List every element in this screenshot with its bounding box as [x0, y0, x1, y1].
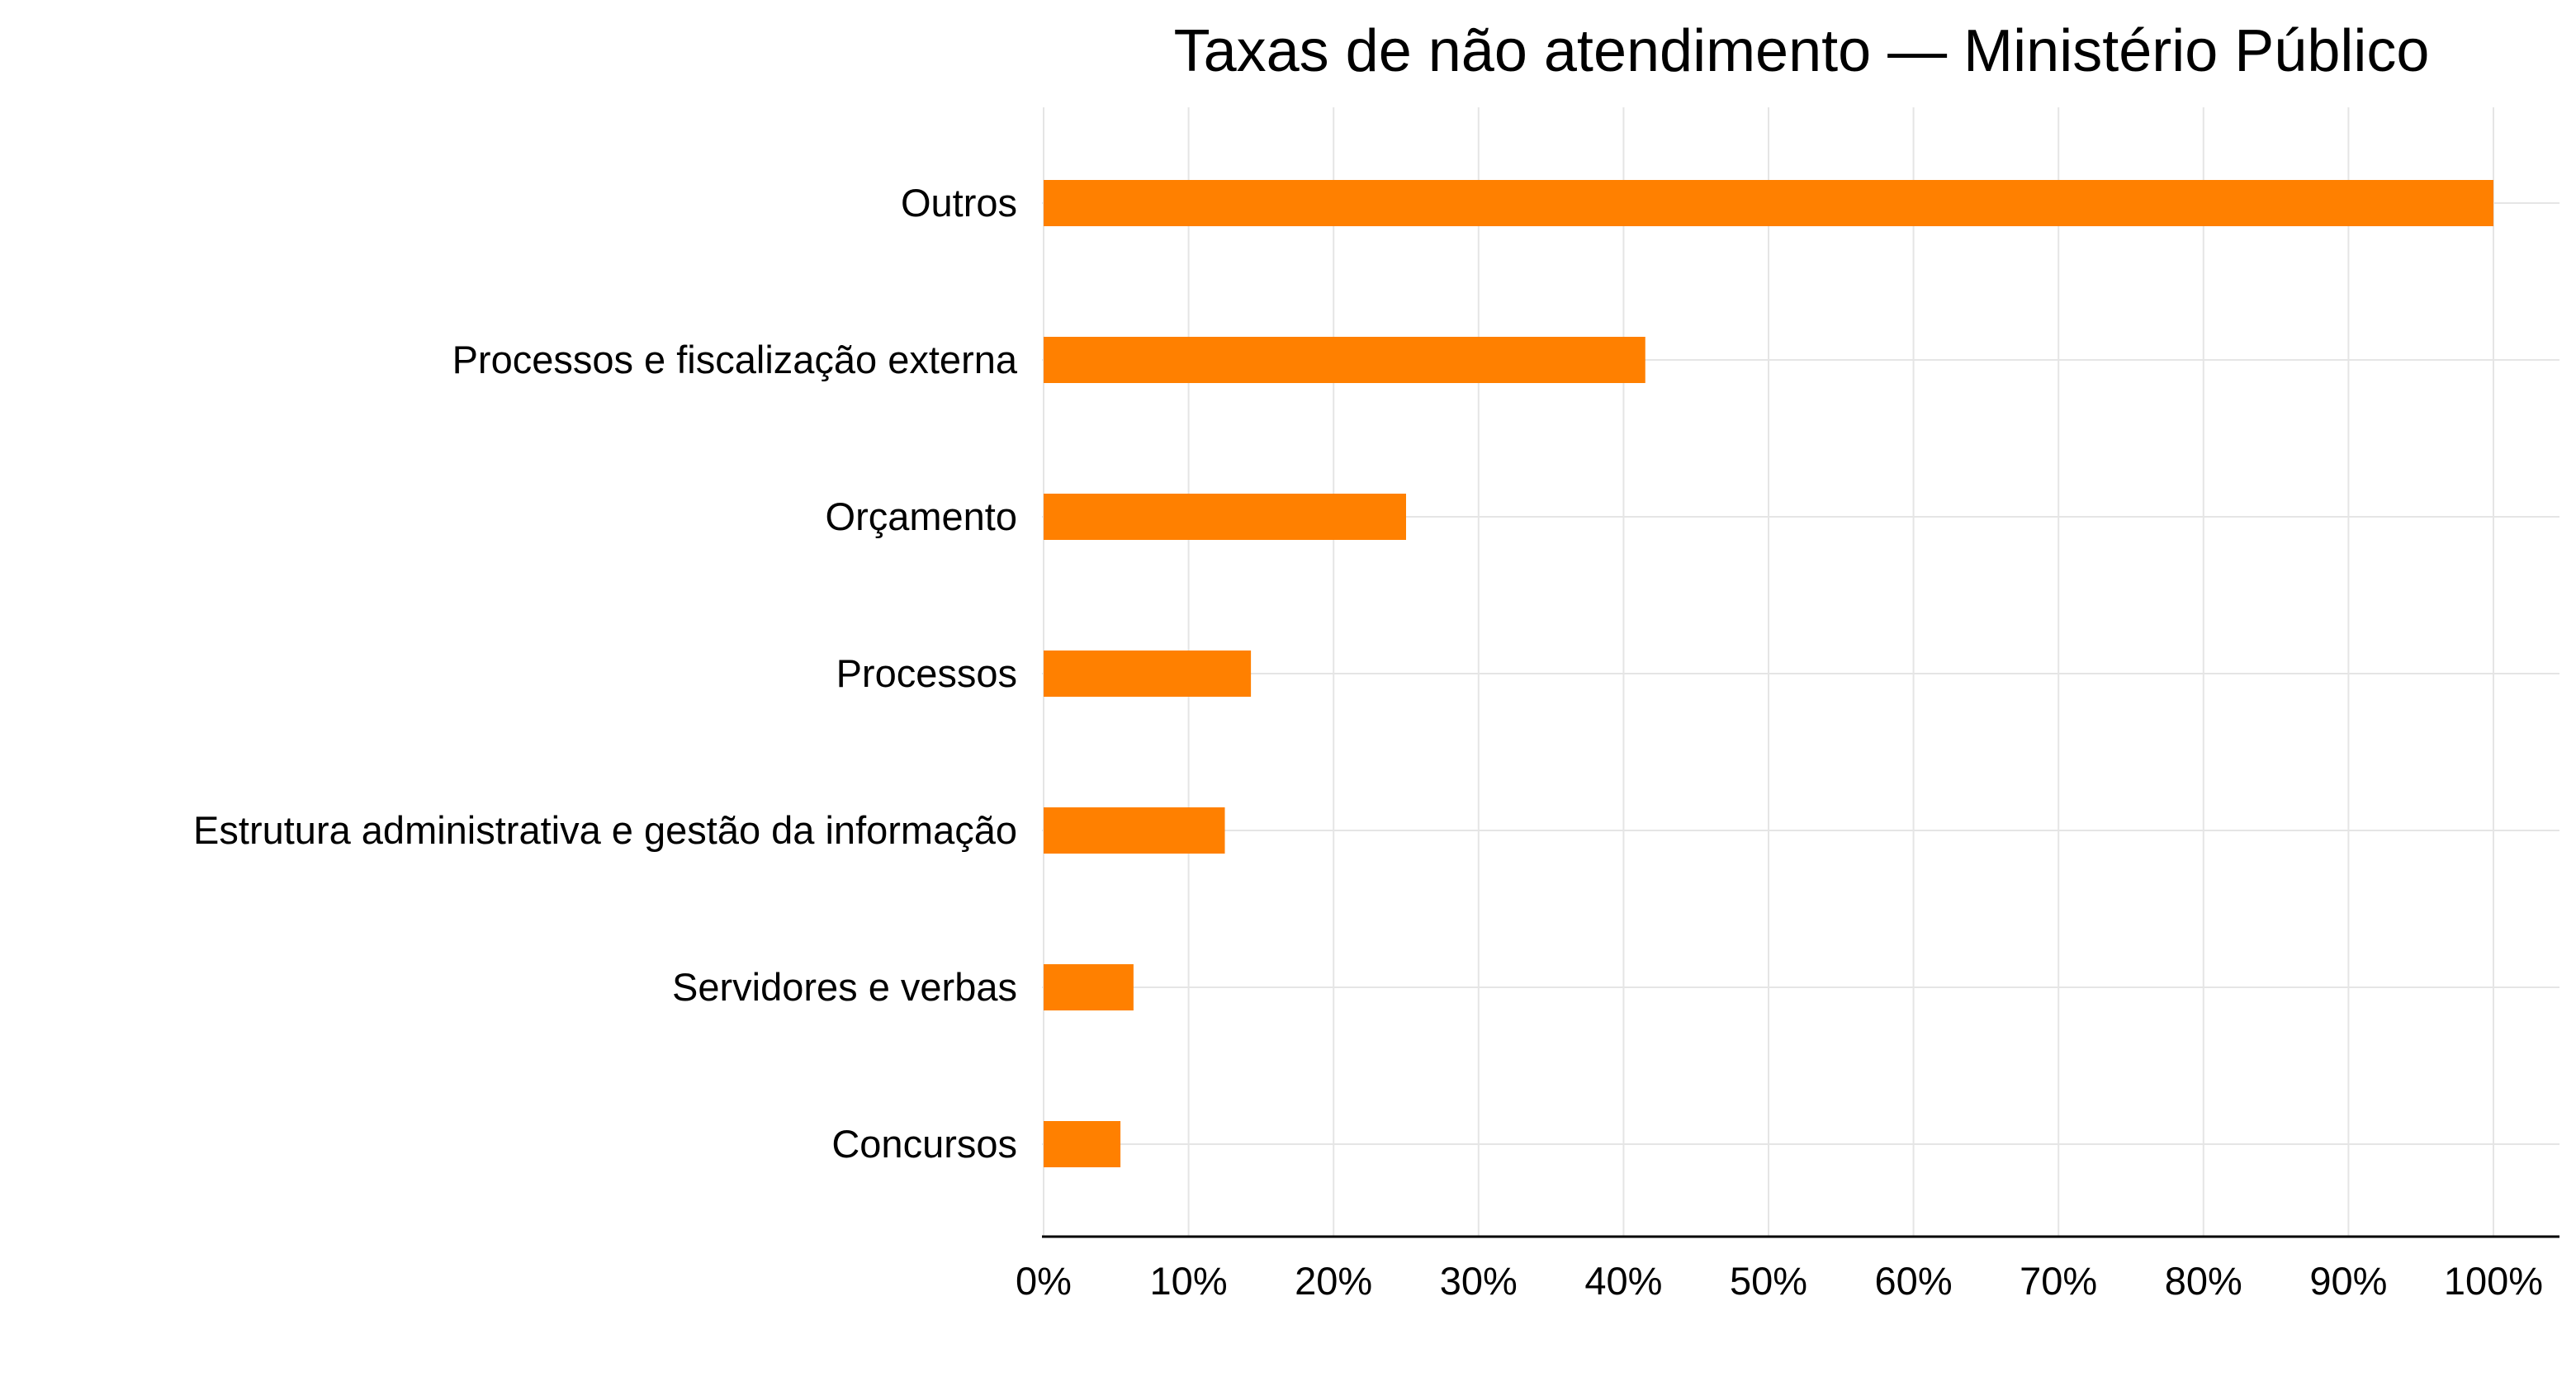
category-label: Processos — [836, 651, 1017, 695]
category-labels: Outros Processos e fiscalização externa Or… — [193, 181, 1018, 1166]
x-tick-label: 40% — [1584, 1259, 1662, 1303]
x-tick-label: 50% — [1730, 1259, 1807, 1303]
bar — [1044, 180, 2493, 226]
category-label: Concursos — [831, 1122, 1017, 1166]
bar — [1044, 494, 1406, 540]
category-label: Estrutura administrativa e gestão da inf… — [193, 808, 1017, 852]
bar — [1044, 807, 1225, 854]
category-label: Orçamento — [826, 494, 1017, 538]
tick-labels: 0% 10% 20% 30% 40% 50% 60% 70% 80% 90% 100% — [1016, 1259, 2543, 1303]
x-tick-label: 70% — [2020, 1259, 2097, 1303]
x-tick-label: 100% — [2444, 1259, 2543, 1303]
x-tick-label: 10% — [1150, 1259, 1228, 1303]
bar — [1044, 964, 1134, 1010]
bar — [1044, 651, 1252, 697]
x-tick-label: 80% — [2165, 1259, 2242, 1303]
bars — [1044, 180, 2493, 1167]
chart-title: Taxas de não atendimento — Ministério Pú… — [1174, 18, 2430, 84]
x-tick-label: 30% — [1440, 1259, 1518, 1303]
grid-lines — [1042, 107, 2559, 1237]
category-label: Servidores e verbas — [672, 965, 1017, 1009]
x-tick-label: 20% — [1295, 1259, 1372, 1303]
bar — [1044, 337, 1646, 383]
category-label: Outros — [901, 181, 1017, 225]
x-tick-label: 60% — [1875, 1259, 1953, 1303]
x-tick-label: 90% — [2309, 1259, 2387, 1303]
bar — [1044, 1121, 1121, 1167]
category-label: Processos e fiscalização externa — [452, 338, 1018, 381]
x-tick-label: 0% — [1016, 1259, 1072, 1303]
